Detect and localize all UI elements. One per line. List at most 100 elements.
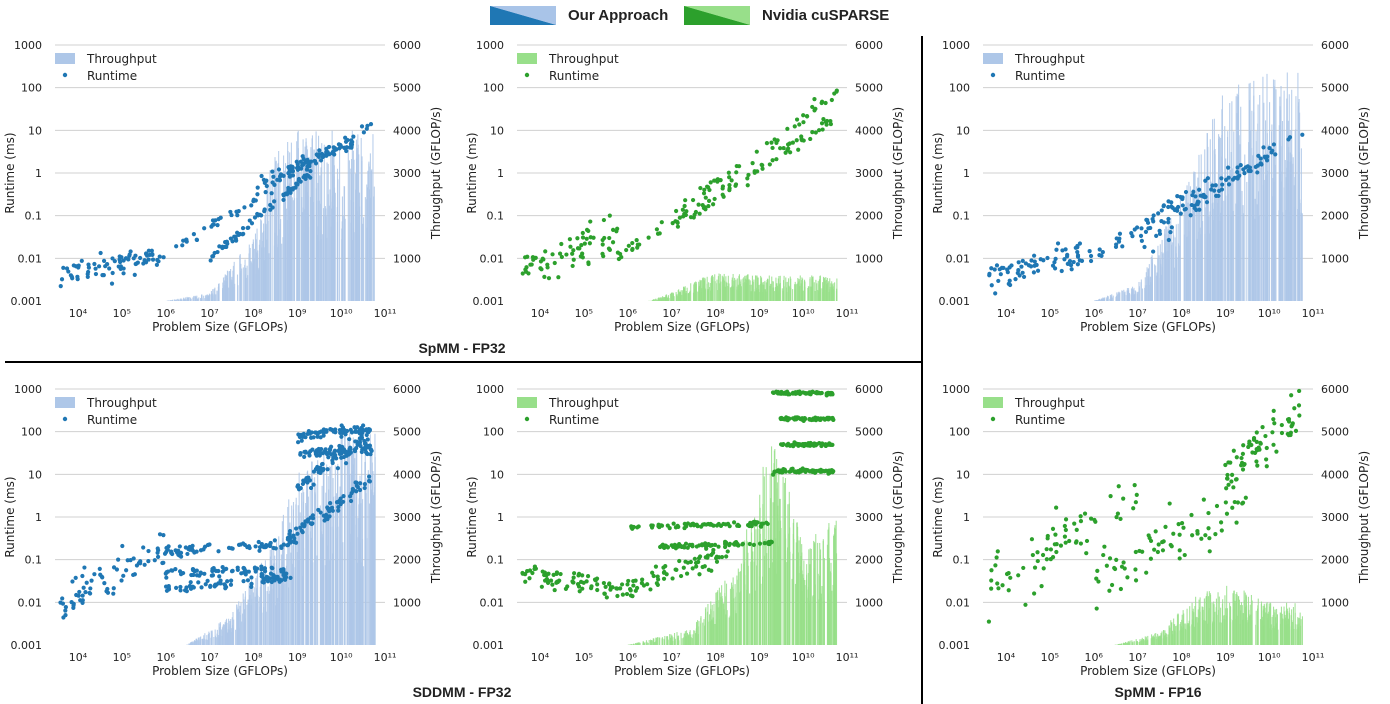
y2-tick-label: 1000 [1321,596,1349,609]
runtime-point [727,188,732,193]
runtime-point [154,262,160,267]
runtime-point [1242,171,1247,176]
runtime-point [624,247,629,253]
runtime-point [745,176,750,181]
runtime-point [697,572,702,577]
runtime-point [276,167,282,172]
runtime-point [1220,182,1225,187]
x-tick-label: 10⁸ [1172,651,1191,664]
runtime-point [315,152,321,157]
runtime-point [820,127,825,132]
runtime-point [366,429,371,435]
chart-legend: Throughput Runtime [517,396,619,427]
y-axis-label: Runtime (ms) [3,132,17,213]
runtime-point [575,246,581,251]
runtime-point [994,555,999,560]
runtime-point [1134,492,1139,498]
chart-legend: Throughput Runtime [517,52,619,83]
runtime-point [150,257,156,262]
runtime-point [640,577,645,582]
runtime-point [1286,416,1292,422]
runtime-point [581,580,586,585]
runtime-point [146,257,151,262]
runtime-point [222,583,228,588]
runtime-point [727,175,732,180]
runtime-point [673,546,679,551]
runtime-point [1262,154,1267,159]
runtime-point [225,579,230,584]
runtime-point [1179,521,1185,526]
runtime-point [661,565,666,570]
runtime-point [634,237,639,243]
runtime-point [131,572,136,578]
runtime-point [1271,417,1276,422]
runtime-point [747,541,752,547]
runtime-point [314,453,319,458]
runtime-point [607,581,612,586]
runtime-point [582,241,587,246]
runtime-point [1000,583,1005,588]
runtime-point [724,554,729,559]
runtime-point [330,151,335,156]
runtime-point [301,433,306,439]
runtime-point [368,452,373,457]
runtime-point [799,417,805,422]
runtime-point [1214,503,1220,509]
runtime-point [751,542,756,547]
x-tick-label: 10⁷ [200,307,218,320]
runtime-point [700,564,705,570]
runtime-point [1138,233,1144,238]
runtime-point [293,526,299,531]
legend-label-runtime: Runtime [87,413,137,427]
runtime-point [825,391,830,396]
runtime-point [205,542,211,548]
y-tick-label: 10 [956,468,970,481]
runtime-point [315,464,320,470]
runtime-point [774,157,779,162]
x-tick-label: 10⁸ [706,307,725,320]
y-tick-label: 0.01 [946,252,971,265]
runtime-point [337,446,342,451]
runtime-point [224,239,229,244]
runtime-point [1204,200,1210,205]
runtime-point [711,202,716,207]
runtime-point [568,244,573,249]
runtime-point [716,521,721,527]
runtime-point [723,540,729,545]
runtime-point [545,262,550,267]
runtime-point [88,591,93,596]
runtime-point [993,563,998,568]
runtime-point [1133,549,1138,555]
y2-tick-label: 6000 [855,383,883,396]
runtime-point [1132,227,1137,232]
runtime-point [1041,258,1046,263]
runtime-point [790,140,796,145]
runtime-point [690,197,696,203]
runtime-point [68,273,73,278]
runtime-point [73,575,78,580]
legend-swatch-green [684,5,750,25]
runtime-point [1229,479,1234,484]
runtime-point [1206,510,1211,516]
runtime-point [725,549,730,554]
runtime-point [1044,557,1049,562]
x-tick-label: 10⁵ [575,651,593,664]
runtime-point [343,139,349,144]
runtime-point [194,237,200,243]
runtime-point [1233,477,1239,482]
runtime-point [143,251,149,256]
runtime-point [697,543,702,548]
runtime-point [539,267,544,272]
runtime-point [1053,256,1058,261]
runtime-point [187,583,192,589]
runtime-point [233,234,238,239]
runtime-point [307,478,313,483]
runtime-point [1131,506,1136,511]
runtime-point [268,202,273,208]
runtime-point [1107,556,1113,561]
runtime-point [685,545,690,550]
runtime-point [586,261,591,267]
y-tick-label: 100 [483,426,504,439]
chart-legend: Throughput Runtime [55,52,157,83]
runtime-point [1167,501,1172,506]
